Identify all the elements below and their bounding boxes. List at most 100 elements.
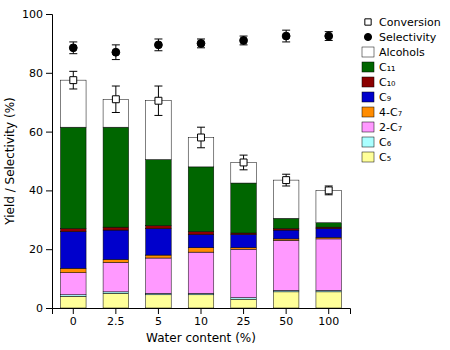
- legend-entry: C₁₁: [362, 61, 396, 74]
- y-tick: 100: [22, 8, 52, 21]
- x-axis-title: Water content (%): [146, 331, 256, 345]
- bar-segment: [231, 249, 257, 298]
- bar-segment: [231, 299, 257, 308]
- bar-segment: [61, 273, 87, 295]
- error-bar: [69, 71, 77, 89]
- x-tick-mark: [243, 308, 244, 314]
- bar-segment: [231, 235, 257, 248]
- y-tick-mark: [46, 73, 52, 74]
- legend-swatch: [362, 107, 374, 117]
- x-tick-mark: [201, 308, 202, 314]
- legend-swatch: [362, 62, 374, 72]
- y-tick: 40: [29, 184, 52, 197]
- marker: [325, 32, 333, 40]
- chart-container: 0 2.5 5 10 25 50 100 0 20 40 60 80 100 Water content …: [0, 0, 450, 350]
- bar-segment: [273, 230, 299, 239]
- legend-swatch: [362, 92, 374, 102]
- marks: [61, 30, 342, 308]
- x-tick-label: 50: [279, 315, 293, 328]
- error-bar: [240, 36, 248, 45]
- bar-segment: [188, 167, 214, 232]
- legend-entry: 4-C₇: [362, 106, 402, 119]
- bar-segment: [188, 232, 214, 235]
- x-tick: 50: [279, 308, 293, 328]
- legend-entry: C₉: [362, 91, 391, 104]
- bar-segment: [103, 259, 129, 262]
- bar-segment: [103, 230, 129, 259]
- x-tick-label: 5: [155, 315, 162, 328]
- bar-segment: [231, 183, 257, 233]
- bar-segment: [61, 268, 87, 272]
- error-bars: [69, 71, 332, 194]
- y-tick-label: 60: [29, 126, 43, 139]
- y-tick-mark: [46, 132, 52, 133]
- legend-label: Conversion: [379, 16, 441, 29]
- legend-label: C₁₁: [379, 61, 396, 74]
- y-tick: 20: [29, 243, 52, 256]
- bar-segment: [316, 223, 342, 227]
- error-bar: [325, 186, 333, 195]
- error-bars: [69, 30, 332, 59]
- bar-series: [61, 292, 342, 308]
- markers: [69, 32, 332, 56]
- bar-segment: [146, 255, 172, 258]
- x-tick: 0: [70, 308, 77, 328]
- marker: [282, 32, 290, 40]
- bar-segment: [61, 127, 87, 228]
- legend-label: Alcohols: [379, 46, 425, 59]
- x-tick-label: 2.5: [107, 315, 125, 328]
- y-axis: 0 20 40 60 80 100: [22, 8, 53, 315]
- legend-swatch: [362, 122, 374, 132]
- legend-entry: Conversion: [365, 16, 441, 29]
- y-tick-label: 40: [29, 184, 43, 197]
- x-tick-mark: [328, 308, 329, 314]
- marker: [198, 134, 205, 141]
- legend-label: C₆: [379, 136, 392, 149]
- marker: [197, 39, 205, 47]
- x-tick: 25: [237, 308, 251, 328]
- bar-segment: [103, 127, 129, 227]
- legend-label: C₉: [379, 91, 391, 104]
- legend-label: 4-C₇: [379, 106, 402, 119]
- x-tick-label: 100: [318, 315, 339, 328]
- marker: [325, 187, 332, 194]
- bar-segment: [316, 292, 342, 308]
- legend-swatch: [362, 137, 374, 147]
- error-bar: [197, 39, 205, 48]
- x-tick-label: 25: [237, 315, 251, 328]
- legend-entry: C₆: [362, 136, 392, 149]
- legend-entry: 2-C₇: [362, 121, 402, 134]
- bar-segment: [146, 295, 172, 308]
- y-tick-mark: [46, 14, 52, 15]
- legend-swatch: [362, 77, 374, 87]
- legend-label: 2-C₇: [379, 121, 402, 134]
- x-tick-mark: [286, 308, 287, 314]
- y-tick-label: 80: [29, 67, 43, 80]
- x-axis: 0 2.5 5 10 25 50 100: [53, 308, 351, 328]
- y-tick: 80: [29, 67, 52, 80]
- legend-entry: C₅: [362, 151, 391, 164]
- error-bar: [282, 30, 290, 42]
- bar-segment: [146, 226, 172, 229]
- legend-entry: Selectivity: [364, 31, 436, 44]
- error-bar: [325, 32, 333, 41]
- bar-segment: [316, 239, 342, 290]
- bar-segment: [103, 262, 129, 291]
- legend-label: Selectivity: [379, 31, 437, 44]
- y-axis-line: [46, 15, 53, 309]
- marker: [70, 77, 77, 84]
- x-tick: 2.5: [107, 308, 125, 328]
- x-axis-line: [53, 309, 351, 315]
- bar-segment: [146, 229, 172, 255]
- x-tick-mark: [73, 308, 74, 314]
- legend-label: C₅: [379, 151, 391, 164]
- x-tick-label: 0: [70, 315, 77, 328]
- x-tick-mark: [115, 308, 116, 314]
- bar-segment: [188, 252, 214, 293]
- y-tick-label: 0: [36, 302, 43, 315]
- x-tick: 100: [318, 308, 339, 328]
- bar-segment: [61, 296, 87, 308]
- y-tick-mark: [46, 249, 52, 250]
- bar-segment: [188, 248, 214, 252]
- x-tick-label: 10: [194, 315, 208, 328]
